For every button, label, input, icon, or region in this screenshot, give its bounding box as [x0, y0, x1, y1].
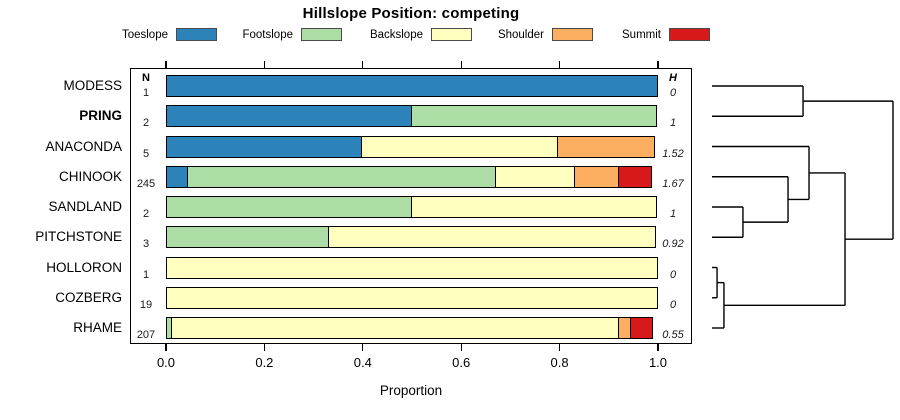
x-tick-label: 0.4: [353, 355, 372, 370]
h-value: 1: [669, 117, 677, 130]
x-tick-label: 0.8: [550, 355, 569, 370]
row-label: COZBERG: [55, 289, 122, 305]
n-value: 5: [142, 147, 150, 160]
x-tick: [362, 344, 364, 351]
bar-row: [166, 165, 658, 188]
n-value: 1: [142, 268, 150, 281]
bar-row: [166, 196, 658, 218]
bar-segment-shoulder: [556, 135, 655, 158]
legend-swatch-summit: [669, 28, 710, 41]
row-label: PITCHSTONE: [35, 229, 122, 245]
legend-label: Shoulder: [497, 29, 544, 41]
bar-segment-summit: [618, 165, 652, 188]
h-value: 0.55: [662, 329, 684, 341]
row-label: SANDLAND: [48, 199, 122, 214]
n-value: 19: [139, 298, 153, 311]
h-value: 0.92: [662, 238, 684, 251]
x-tick: [165, 61, 167, 68]
bar-segment-footslope: [410, 105, 657, 128]
x-tick: [460, 344, 462, 351]
h-value: 0: [669, 298, 677, 311]
bar-row: [166, 317, 658, 339]
row-label: CHINOOK: [58, 168, 122, 184]
h-column-header: H: [669, 72, 677, 84]
n-column-header: N: [142, 72, 150, 84]
legend-label: Toeslope: [121, 29, 168, 41]
x-tick-label: 1.0: [648, 355, 668, 370]
n-value: 2: [142, 117, 150, 130]
bar-segment-backslope: [166, 256, 658, 279]
legend-swatch-toeslope: [176, 28, 217, 41]
x-tick-label: 0.0: [156, 355, 176, 370]
x-tick: [263, 61, 266, 68]
x-tick: [657, 61, 659, 68]
row-label: HOLLORON: [46, 259, 122, 275]
bar-row: [166, 226, 658, 249]
n-value: 207: [136, 329, 156, 341]
h-value: 1.52: [662, 147, 684, 160]
n-value: 3: [142, 238, 150, 251]
bar-row: [166, 75, 658, 97]
x-tick: [362, 61, 364, 68]
bar-segment-summit: [630, 317, 654, 339]
bar-segment-backslope: [166, 286, 658, 309]
legend-swatch-shoulder: [552, 28, 593, 41]
x-tick: [263, 344, 266, 351]
bar-row: [166, 256, 658, 279]
bar-row: [166, 105, 658, 128]
x-tick: [558, 61, 561, 68]
x-tick: [165, 344, 167, 351]
x-tick: [460, 61, 462, 68]
bar-row: [166, 135, 658, 158]
h-value: 1: [669, 208, 677, 220]
bar-segment-toeslope: [166, 75, 658, 97]
legend-label: Footslope: [242, 29, 293, 41]
x-tick-label: 0.2: [255, 355, 274, 370]
legend-swatch-footslope: [301, 28, 342, 41]
bar-row: [166, 286, 658, 309]
x-tick: [657, 344, 659, 351]
legend-label: Backslope: [369, 29, 423, 41]
x-axis-title: Proportion: [379, 383, 443, 398]
row-label: PRING: [79, 108, 122, 124]
legend-swatch-backslope: [431, 28, 472, 41]
n-value: 2: [142, 208, 150, 220]
bar-segment-backslope: [328, 226, 657, 249]
row-label: ANACONDA: [45, 138, 122, 154]
x-tick: [558, 344, 561, 351]
h-value: 1.67: [662, 177, 684, 190]
n-value: 1: [142, 87, 150, 99]
x-tick-label: 0.6: [452, 355, 471, 370]
h-value: 0: [669, 268, 677, 281]
legend-label: Summit: [622, 29, 661, 41]
h-value: 0: [669, 87, 677, 99]
chart-title: Hillslope Position: competing: [302, 5, 520, 22]
row-label: MODESS: [63, 78, 122, 93]
bar-segment-backslope: [410, 196, 657, 218]
row-label: RHAME: [73, 320, 122, 335]
n-value: 245: [136, 177, 156, 190]
